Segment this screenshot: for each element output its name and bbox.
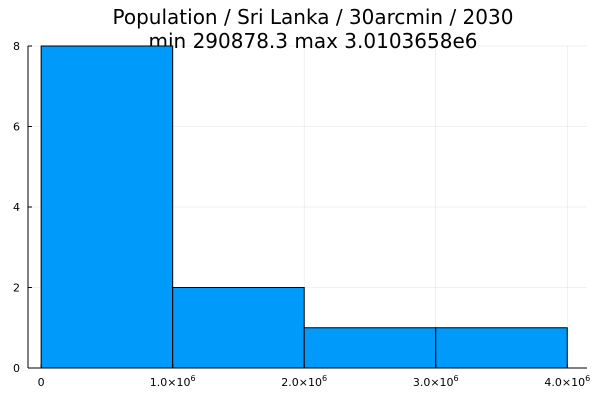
x-tick-label: 0 xyxy=(38,376,45,389)
y-tick-labels: 0 2 4 6 8 xyxy=(13,40,20,375)
y-tick-label: 8 xyxy=(13,40,20,53)
y-tick-label: 4 xyxy=(13,201,20,214)
x-tick-label: 2.0×106 xyxy=(281,374,327,389)
histogram-bar xyxy=(303,327,437,369)
x-tick-label: 4.0×106 xyxy=(544,374,590,389)
chart-title: Population / Sri Lanka / 30arcmin / 2030 xyxy=(113,5,514,29)
histogram-bar xyxy=(435,327,568,369)
x-tick-labels: 0 1.0×106 2.0×106 3.0×106 4.0×106 xyxy=(38,374,591,389)
y-tick-label: 0 xyxy=(13,362,20,375)
x-tick-label: 1.0×106 xyxy=(150,374,196,389)
y-tick-label: 6 xyxy=(13,121,20,134)
x-tick-label: 3.0×106 xyxy=(413,374,459,389)
histogram-bar xyxy=(40,45,174,369)
chart-subtitle: min 290878.3 max 3.0103658e6 xyxy=(149,29,478,53)
histogram-bar xyxy=(172,287,305,369)
y-tick-label: 2 xyxy=(13,282,20,295)
axes xyxy=(27,45,587,369)
